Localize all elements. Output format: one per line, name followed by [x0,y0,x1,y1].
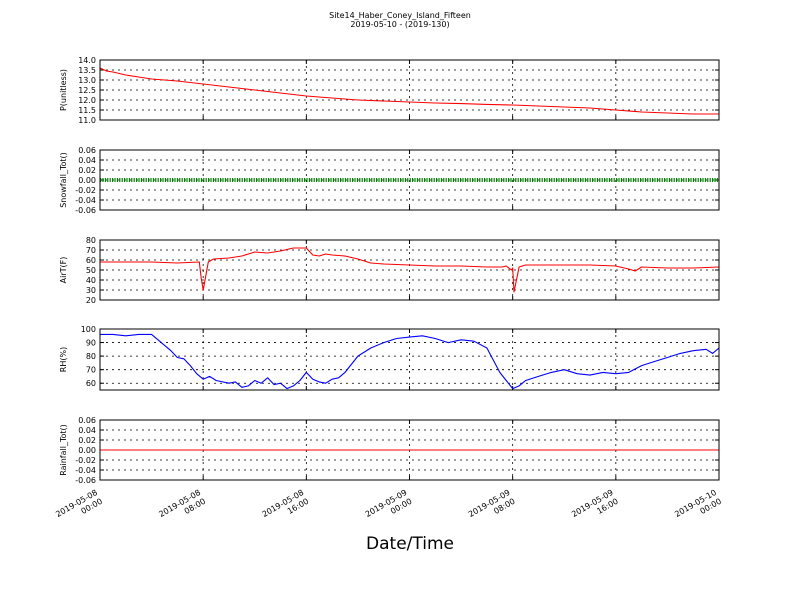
x-tick-label: 2019-05-0816:00 [261,488,311,528]
y-tick-label: 90 [86,339,96,348]
y-tick-label: 0.04 [78,156,96,165]
y-tick-label: 0.06 [78,146,96,155]
panel-frame [99,328,720,391]
chart-subtitle: 2019-05-10 - (2019-130) [350,20,450,29]
y-tick-label: -0.04 [75,466,96,475]
y-axis-label: P(unitless) [59,69,68,111]
x-tick-label: 2019-05-0800:00 [54,488,104,528]
y-tick-label: -0.02 [75,186,96,195]
y-tick-label: 70 [86,246,96,255]
x-tick-label: 2019-05-0900:00 [364,488,414,528]
y-tick-label: 14.0 [78,56,96,65]
y-tick-label: 80 [86,236,96,245]
x-tick-label: 2019-05-0908:00 [467,488,517,528]
y-tick-label: 80 [86,352,96,361]
y-tick-label: 0.06 [78,416,96,425]
y-tick-label: -0.02 [75,456,96,465]
y-tick-label: 0.02 [78,436,96,445]
series-line [100,247,720,293]
panel-frame [99,59,720,121]
y-tick-label: -0.06 [75,476,96,485]
y-tick-label: 11.0 [78,116,96,125]
y-tick-label: 0.00 [78,176,96,185]
y-tick-label: 100 [81,325,96,334]
y-tick-label: 60 [86,256,96,265]
y-tick-label: 13.5 [78,66,96,75]
panel-frame [99,419,720,481]
y-tick-label: 12.0 [78,96,96,105]
y-tick-label: 20 [86,296,96,305]
panel-frame [99,149,720,211]
y-tick-label: 12.5 [78,86,96,95]
x-tick-label: 2019-05-0916:00 [570,488,620,528]
chart-title: Site14_Haber_Coney_Island_Fifteen [329,11,471,20]
y-axis-label: RH(%) [59,347,68,372]
y-tick-label: 0.00 [78,446,96,455]
y-axis-label: Rainfall_Tot() [59,424,68,476]
x-axis-label: Date/Time [366,534,454,554]
y-tick-label: 11.5 [78,106,96,115]
series-line [99,67,719,115]
y-tick-label: 60 [86,379,96,388]
y-tick-label: 0.02 [78,166,96,175]
panel-frame [99,239,720,301]
y-axis-label: AirT(F) [59,257,68,284]
y-tick-label: 70 [86,366,96,375]
y-tick-label: 40 [86,276,96,285]
y-tick-label: -0.06 [75,206,96,215]
y-axis-label: Snowfall_Tot() [59,152,68,208]
series-line [100,333,720,390]
y-tick-label: 30 [86,286,96,295]
y-tick-label: 50 [86,266,96,275]
y-tick-label: -0.04 [75,196,96,205]
x-tick-label: 2019-05-0808:00 [157,488,207,528]
y-tick-label: 0.04 [78,426,96,435]
y-tick-label: 13.0 [78,76,96,85]
x-tick-label: 2019-05-1000:00 [673,488,723,528]
